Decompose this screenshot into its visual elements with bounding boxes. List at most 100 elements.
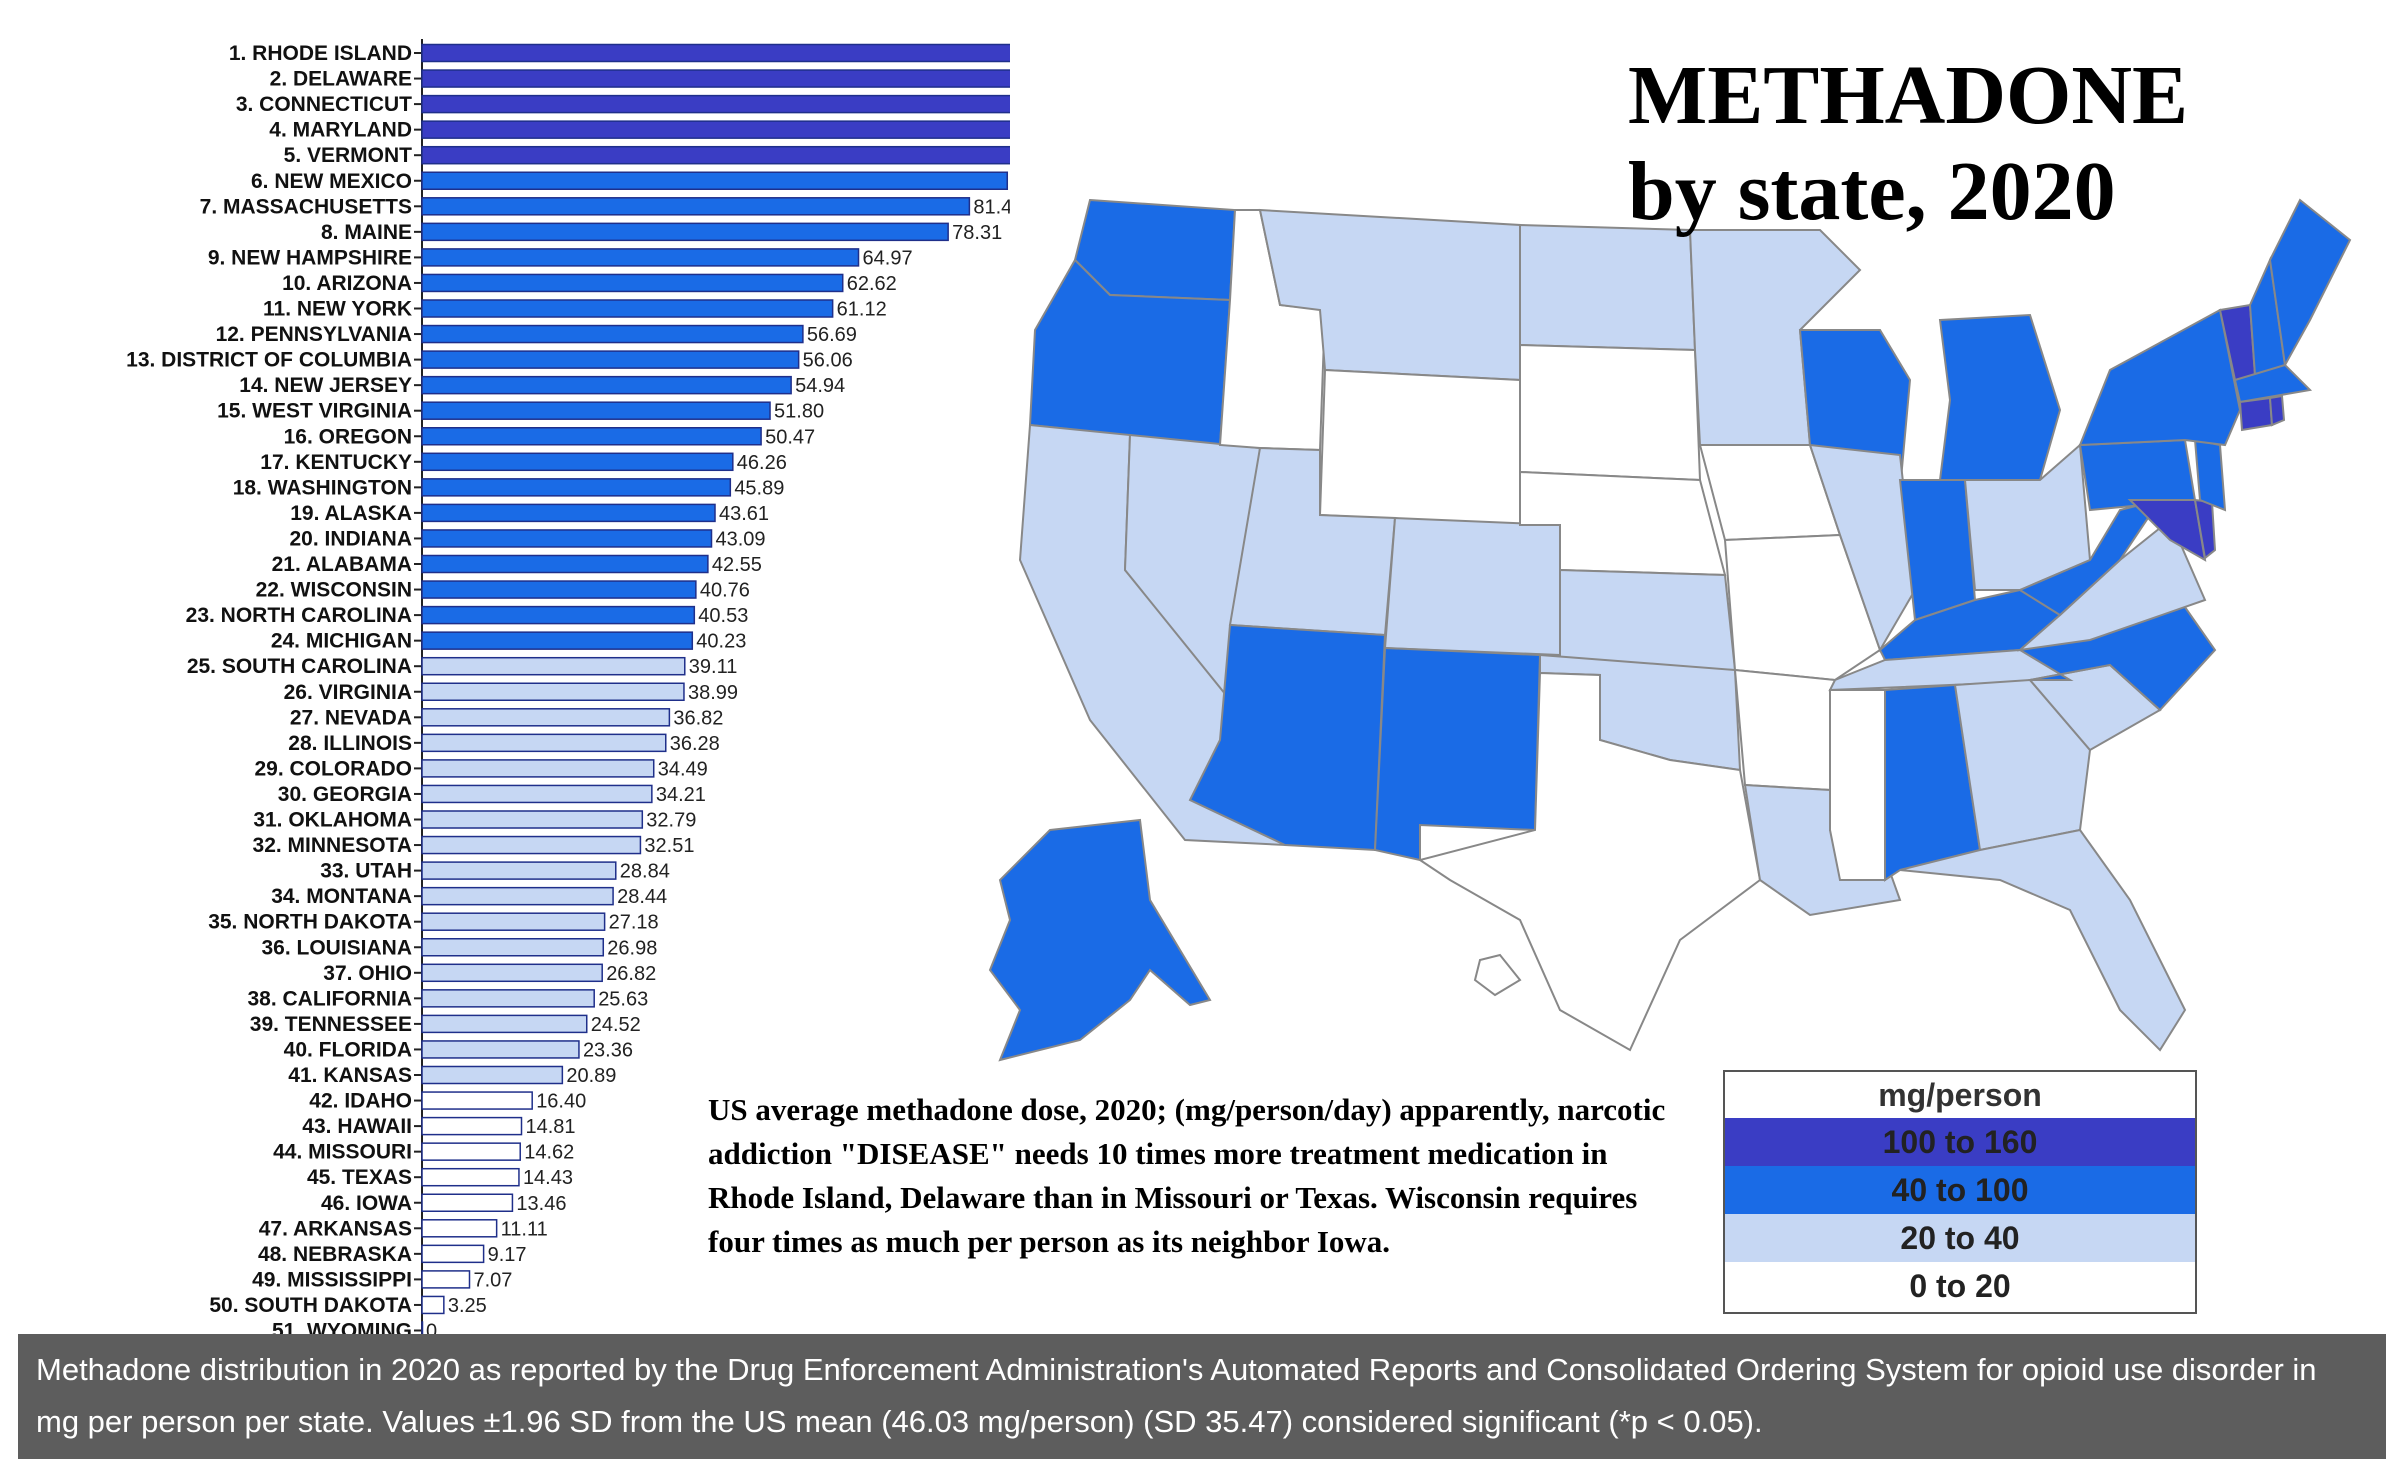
value-label: 7.07 [474, 1269, 513, 1291]
state-label: 33. UTAH [320, 860, 412, 883]
state-label: 15. WEST VIRGINIA [217, 400, 412, 423]
value-label: 56.06 [803, 350, 853, 372]
bar [421, 835, 642, 855]
map-state-north-dakota [1519, 223, 1697, 352]
state-label: 45. TEXAS [307, 1166, 412, 1189]
bar [421, 682, 685, 701]
state-label: 14. NEW JERSEY [239, 374, 412, 397]
value-label: 43.09 [716, 528, 766, 550]
value-label: 26.98 [607, 937, 657, 959]
value-label: 43.61 [719, 503, 769, 525]
value-label: 14.81 [526, 1116, 576, 1138]
bar [421, 1142, 521, 1161]
state-label: 40. FLORIDA [284, 1038, 412, 1061]
bar [421, 989, 595, 1008]
state-label: 42. IDAHO [309, 1090, 412, 1113]
state-label: 21. ALABAMA [272, 553, 412, 576]
value-label: 9.17 [488, 1244, 527, 1266]
value-label: 56.69 [807, 324, 857, 346]
state-label: 27. NEVADA [290, 706, 412, 729]
state-label: 29. COLORADO [254, 757, 412, 780]
value-label: 27.18 [609, 912, 659, 934]
map-state-maryland [2127, 499, 2207, 562]
value-label: 23.36 [583, 1039, 633, 1061]
value-label: 50.47 [765, 426, 815, 448]
bar [421, 145, 1010, 165]
value-label: 54.94 [795, 375, 845, 397]
state-label: 7. MASSACHUSETTS [200, 195, 412, 218]
bar [421, 375, 792, 395]
bar [421, 656, 686, 676]
bar [421, 1295, 445, 1315]
value-label: 13.46 [516, 1193, 566, 1215]
map-state-florida [1899, 828, 2187, 1052]
bar [421, 222, 949, 242]
state-label: 19. ALASKA [290, 502, 412, 525]
state-label: 16. OREGON [284, 425, 412, 448]
annotation-text: US average methadone dose, 2020; (mg/per… [708, 1092, 1666, 1259]
bar [421, 708, 671, 727]
state-label: 26. VIRGINIA [284, 681, 412, 704]
bar [421, 1167, 520, 1187]
value-label: 28.84 [620, 861, 670, 883]
value-label: 11.11 [501, 1218, 548, 1240]
state-label: 12. PENNSYLVANIA [216, 323, 412, 346]
state-label: 8. MAINE [321, 221, 412, 244]
state-label: 44. MISSOURI [273, 1141, 412, 1164]
value-label: 16.40 [536, 1091, 586, 1113]
value-label: 40.23 [696, 631, 746, 653]
state-label: 4. MARYLAND [269, 119, 412, 142]
map-state-new-york [2078, 308, 2242, 447]
title-line-1: METHADONE [1628, 49, 2189, 142]
map-state-georgia [1953, 678, 2092, 852]
chart-title: METHADONE by state, 2020 [1628, 48, 2188, 240]
bar [421, 452, 734, 472]
value-label: 32.79 [646, 810, 696, 832]
bar-chart: 1. RHODE ISLAND157.10*2. DELAWARE151.48*… [126, 39, 1010, 1341]
value-label: 62.62 [847, 273, 897, 295]
state-label: 9. NEW HAMPSHIRE [208, 246, 412, 269]
legend-item-20-40: 20 to 40 [1725, 1214, 2195, 1262]
state-label: 48. NEBRASKA [258, 1243, 412, 1266]
map-state-connecticut [2238, 396, 2274, 432]
bar [421, 350, 800, 369]
bar [421, 1040, 580, 1059]
value-label: 45.89 [734, 477, 784, 499]
bar [421, 1193, 514, 1212]
state-label: 11. NEW YORK [263, 298, 412, 321]
bar [421, 324, 804, 344]
map-state-arkansas [1733, 668, 1837, 792]
value-label: 36.82 [673, 707, 723, 729]
state-label: 22. WISCONSIN [256, 579, 412, 602]
value-label: 46.26 [737, 452, 787, 474]
caption-bar: Methadone distribution in 2020 as report… [18, 1334, 2386, 1459]
value-label: 81.47 [973, 196, 1010, 218]
state-label: 34. MONTANA [271, 885, 412, 908]
bar [421, 478, 732, 497]
value-label: 0 [426, 1321, 437, 1341]
value-label: 38.99 [688, 682, 738, 704]
value-label: 51.80 [774, 401, 824, 423]
map-state-illinois [1808, 443, 1917, 653]
value-label: 25.63 [598, 988, 648, 1010]
map-state-new-mexico [1373, 646, 1542, 862]
state-label: 2. DELAWARE [270, 68, 412, 91]
bar [421, 554, 709, 574]
state-label: 41. KANSAS [288, 1064, 412, 1087]
bar [421, 1065, 564, 1085]
bar [421, 938, 605, 957]
value-label: 36.28 [670, 733, 720, 755]
value-label: 61.12 [837, 299, 887, 321]
map-legend: mg/person 100 to 160 40 to 100 20 to 40 … [1723, 1070, 2197, 1314]
value-label: 26.82 [606, 963, 656, 985]
bar [421, 912, 606, 931]
bar [421, 248, 860, 267]
state-label: 46. IOWA [321, 1192, 412, 1215]
us-choropleth-map [988, 198, 2352, 1062]
bar [421, 631, 694, 650]
state-label: 39. TENNESSEE [250, 1013, 412, 1036]
state-label: 17. KENTUCKY [260, 451, 412, 474]
bar [421, 427, 762, 446]
value-label: 78.31 [952, 222, 1002, 244]
value-label: 39.11 [689, 656, 738, 678]
